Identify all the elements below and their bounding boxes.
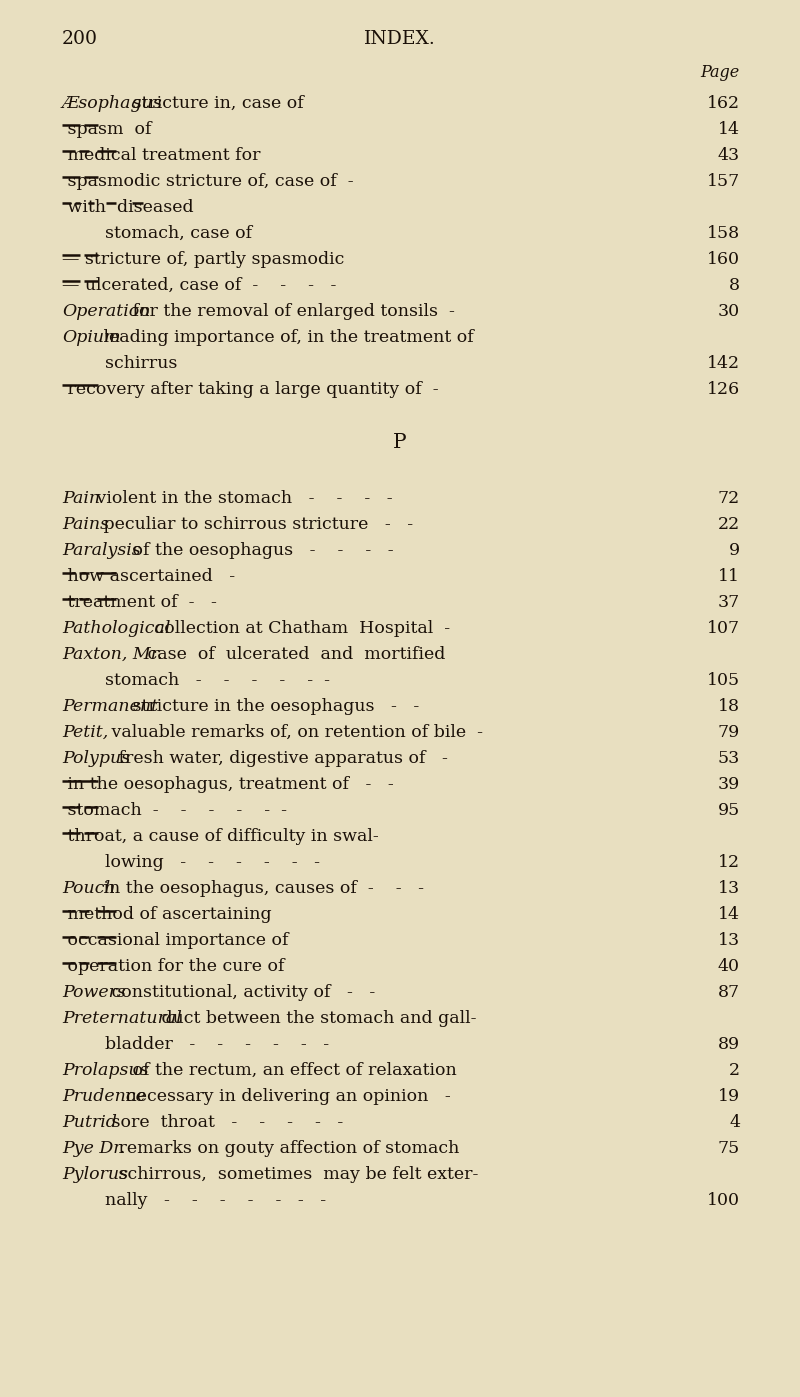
Text: recovery after taking a large quantity of  -: recovery after taking a large quantity o…: [62, 381, 438, 398]
Text: case  of  ulcerated  and  mortified: case of ulcerated and mortified: [142, 647, 445, 664]
Text: 107: 107: [707, 620, 740, 637]
Text: sore  throat   -    -    -    -   -: sore throat - - - - -: [106, 1115, 342, 1132]
Text: remarks on gouty affection of stomach: remarks on gouty affection of stomach: [113, 1140, 459, 1157]
Text: 100: 100: [707, 1192, 740, 1210]
Text: peculiar to schirrous stricture   -   -: peculiar to schirrous stricture - -: [98, 517, 414, 534]
Text: 8: 8: [729, 277, 740, 293]
Text: Prolapsus: Prolapsus: [62, 1062, 149, 1080]
Text: 126: 126: [707, 381, 740, 398]
Text: leading importance of, in the treatment of: leading importance of, in the treatment …: [98, 330, 474, 346]
Text: schirrous,  sometimes  may be felt exter-: schirrous, sometimes may be felt exter-: [113, 1166, 478, 1183]
Text: 89: 89: [718, 1037, 740, 1053]
Text: spasmodic stricture of, case of  -: spasmodic stricture of, case of -: [62, 173, 354, 190]
Text: 9: 9: [729, 542, 740, 559]
Text: Polypus: Polypus: [62, 750, 130, 767]
Text: Paxton, Mr.: Paxton, Mr.: [62, 647, 162, 664]
Text: occasional importance of: occasional importance of: [62, 932, 289, 949]
Text: stricture in the oesophagus   -   -: stricture in the oesophagus - -: [127, 698, 419, 715]
Text: 72: 72: [718, 490, 740, 507]
Text: Permanent: Permanent: [62, 698, 158, 715]
Text: 105: 105: [707, 672, 740, 689]
Text: Petit,: Petit,: [62, 724, 108, 742]
Text: stomach  -    -    -    -    -  -: stomach - - - - - -: [62, 802, 287, 819]
Text: 158: 158: [707, 225, 740, 242]
Text: stomach, case of: stomach, case of: [105, 225, 252, 242]
Text: bladder   -    -    -    -    -   -: bladder - - - - - -: [105, 1037, 329, 1053]
Text: 19: 19: [718, 1088, 740, 1105]
Text: Pye Dr.: Pye Dr.: [62, 1140, 125, 1157]
Text: necessary in delivering an opinion   -: necessary in delivering an opinion -: [120, 1088, 450, 1105]
Text: 13: 13: [718, 880, 740, 897]
Text: 14: 14: [718, 122, 740, 138]
Text: 22: 22: [718, 517, 740, 534]
Text: — ulcerated, case of  -    -    -   -: — ulcerated, case of - - - -: [62, 277, 336, 293]
Text: Operation: Operation: [62, 303, 150, 320]
Text: 30: 30: [718, 303, 740, 320]
Text: Pathological: Pathological: [62, 620, 170, 637]
Text: 13: 13: [718, 932, 740, 949]
Text: stricture in, case of: stricture in, case of: [127, 95, 304, 112]
Text: — stricture of, partly spasmodic: — stricture of, partly spasmodic: [62, 251, 344, 268]
Text: for the removal of enlarged tonsils  -: for the removal of enlarged tonsils -: [127, 303, 455, 320]
Text: 43: 43: [718, 147, 740, 163]
Text: 160: 160: [707, 251, 740, 268]
Text: 39: 39: [718, 777, 740, 793]
Text: of the rectum, an effect of relaxation: of the rectum, an effect of relaxation: [127, 1062, 457, 1080]
Text: 87: 87: [718, 985, 740, 1002]
Text: fresh water, digestive apparatus of   -: fresh water, digestive apparatus of -: [113, 750, 448, 767]
Text: 40: 40: [718, 958, 740, 975]
Text: nally   -    -    -    -    -   -   -: nally - - - - - - -: [105, 1192, 326, 1210]
Text: valuable remarks of, on retention of bile  -: valuable remarks of, on retention of bil…: [106, 724, 482, 742]
Text: 11: 11: [718, 569, 740, 585]
Text: Powers: Powers: [62, 985, 126, 1002]
Text: of the oesophagus   -    -    -   -: of the oesophagus - - - -: [127, 542, 394, 559]
Text: collection at Chatham  Hospital  -: collection at Chatham Hospital -: [149, 620, 450, 637]
Text: lowing   -    -    -    -    -   -: lowing - - - - - -: [105, 854, 320, 872]
Text: 2: 2: [729, 1062, 740, 1080]
Text: Page: Page: [701, 64, 740, 81]
Text: violent in the stomach   -    -    -   -: violent in the stomach - - - -: [91, 490, 393, 507]
Text: P: P: [393, 433, 407, 453]
Text: in the oesophagus, causes of  -    -   -: in the oesophagus, causes of - - -: [98, 880, 424, 897]
Text: 53: 53: [718, 750, 740, 767]
Text: 14: 14: [718, 907, 740, 923]
Text: Æsophagus: Æsophagus: [62, 95, 162, 112]
Text: 75: 75: [718, 1140, 740, 1157]
Text: 162: 162: [707, 95, 740, 112]
Text: 37: 37: [718, 594, 740, 612]
Text: operation for the cure of: operation for the cure of: [62, 958, 285, 975]
Text: with  diseased: with diseased: [62, 198, 194, 217]
Text: 12: 12: [718, 854, 740, 872]
Text: 4: 4: [729, 1115, 740, 1132]
Text: throat, a cause of difficulty in swal-: throat, a cause of difficulty in swal-: [62, 828, 378, 845]
Text: constitutional, activity of   -   -: constitutional, activity of - -: [106, 985, 374, 1002]
Text: how ascertained   -: how ascertained -: [62, 569, 235, 585]
Text: Opium: Opium: [62, 330, 121, 346]
Text: Pain: Pain: [62, 490, 100, 507]
Text: stomach   -    -    -    -    -  -: stomach - - - - - -: [105, 672, 330, 689]
Text: 200: 200: [62, 29, 98, 47]
Text: Putrid: Putrid: [62, 1115, 117, 1132]
Text: Pylorus: Pylorus: [62, 1166, 128, 1183]
Text: Paralysis: Paralysis: [62, 542, 141, 559]
Text: Pains: Pains: [62, 517, 109, 534]
Text: medical treatment for: medical treatment for: [62, 147, 261, 163]
Text: method of ascertaining: method of ascertaining: [62, 907, 272, 923]
Text: INDEX.: INDEX.: [364, 29, 436, 47]
Text: 142: 142: [707, 355, 740, 372]
Text: spasm  of: spasm of: [62, 122, 151, 138]
Text: 157: 157: [706, 173, 740, 190]
Text: Preternatural: Preternatural: [62, 1010, 182, 1027]
Text: treatment of  -   -: treatment of - -: [62, 594, 217, 612]
Text: schirrus: schirrus: [105, 355, 178, 372]
Text: Prudence: Prudence: [62, 1088, 146, 1105]
Text: 95: 95: [718, 802, 740, 819]
Text: Pouch: Pouch: [62, 880, 116, 897]
Text: 79: 79: [718, 724, 740, 742]
Text: in the oesophagus, treatment of   -   -: in the oesophagus, treatment of - -: [62, 777, 394, 793]
Text: 18: 18: [718, 698, 740, 715]
Text: duct between the stomach and gall-: duct between the stomach and gall-: [156, 1010, 477, 1027]
